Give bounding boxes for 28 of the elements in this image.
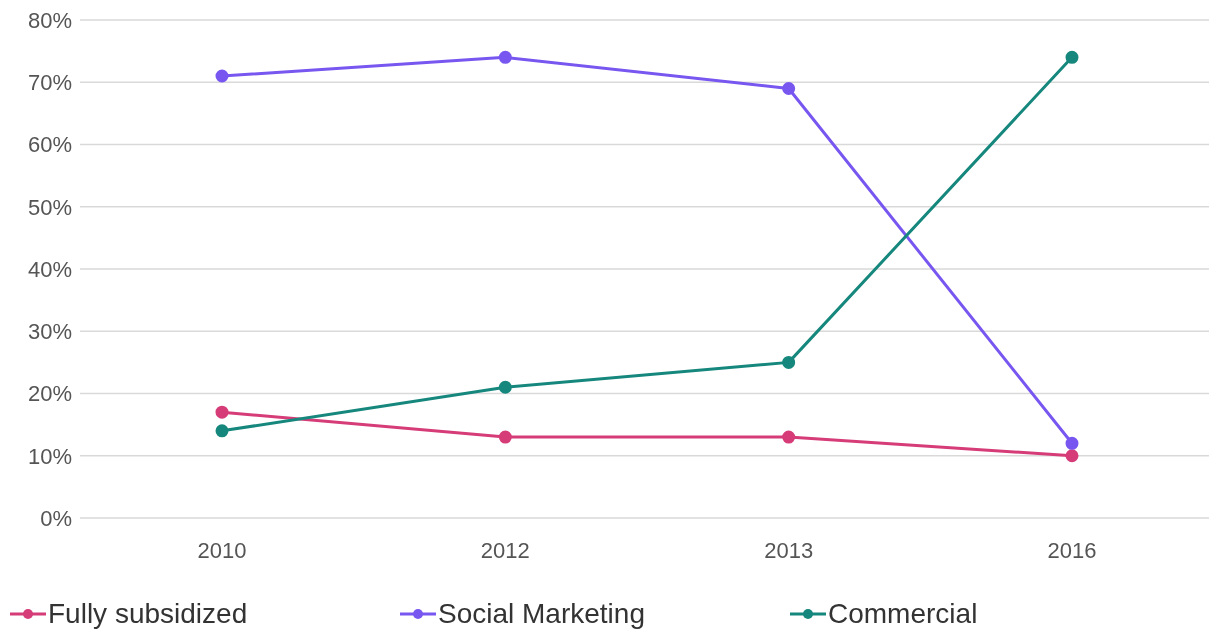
legend-label: Commercial [828, 598, 978, 630]
y-tick-label: 10% [27, 443, 72, 469]
point [782, 355, 796, 369]
y-tick-label: 0% [40, 505, 72, 531]
y-tick-label: 50% [27, 194, 72, 220]
y-tick-label: 70% [27, 70, 72, 96]
x-tick-label: 2012 [480, 537, 530, 563]
point [782, 430, 796, 444]
point [1065, 436, 1079, 450]
legend-label: Social Marketing [438, 598, 645, 630]
y-tick-label: 60% [27, 132, 72, 158]
x-tick-label: 2016 [1047, 537, 1097, 563]
point [782, 81, 796, 95]
point [498, 430, 512, 444]
y-tick-label: 20% [27, 381, 72, 407]
point [498, 380, 512, 394]
point [215, 424, 229, 438]
point [215, 405, 229, 419]
y-tick-label: 80% [27, 7, 72, 33]
y-tick-label: 40% [27, 256, 72, 282]
x-tick-label: 2010 [197, 537, 247, 563]
point [1065, 449, 1079, 463]
legend-label: Fully subsidized [48, 598, 248, 630]
point [498, 50, 512, 64]
point [215, 69, 229, 83]
y-tick-label: 30% [27, 319, 72, 345]
x-tick-label: 2013 [764, 537, 814, 563]
point [1065, 50, 1079, 64]
